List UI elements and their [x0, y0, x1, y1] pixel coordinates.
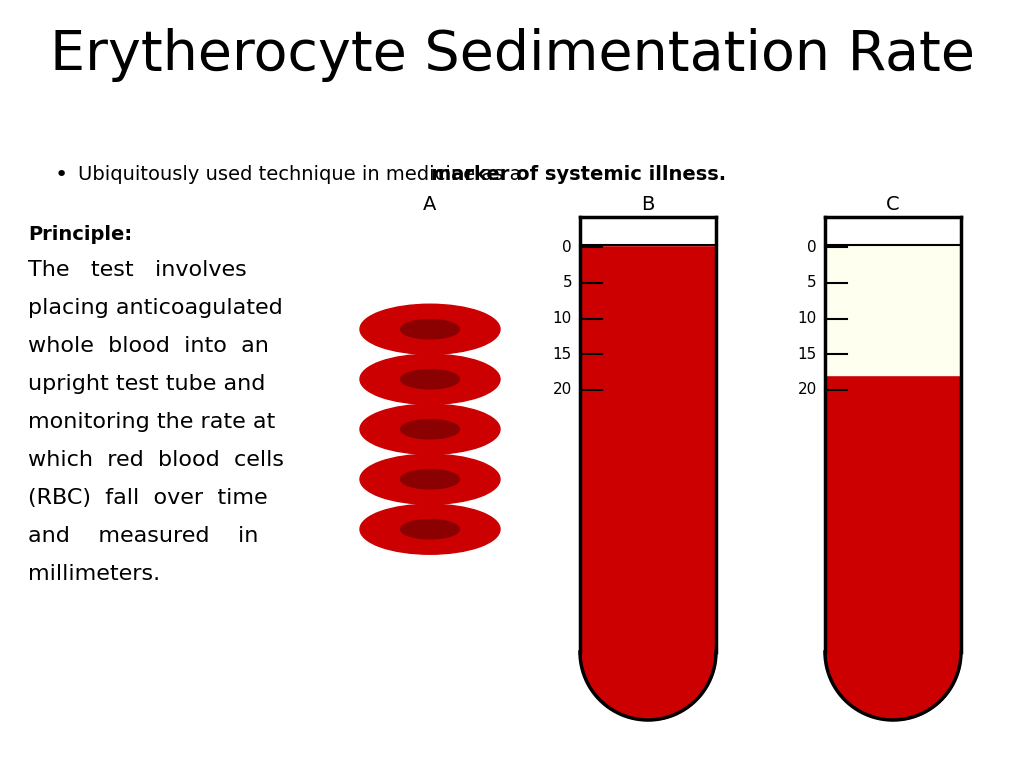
- Text: B: B: [641, 196, 654, 214]
- Text: Erytherocyte Sedimentation Rate: Erytherocyte Sedimentation Rate: [49, 28, 975, 82]
- Text: millimeters.: millimeters.: [28, 564, 160, 584]
- Text: which  red  blood  cells: which red blood cells: [28, 450, 284, 470]
- Bar: [825, 217, 961, 652]
- Text: (RBC)  fall  over  time: (RBC) fall over time: [28, 488, 267, 508]
- Bar: [580, 217, 716, 652]
- Bar: [825, 217, 961, 245]
- Text: The   test   involves: The test involves: [28, 260, 247, 280]
- Text: marker of systemic illness.: marker of systemic illness.: [431, 165, 726, 184]
- Text: 20: 20: [553, 382, 572, 398]
- Text: 5: 5: [807, 275, 817, 290]
- Ellipse shape: [400, 419, 460, 439]
- Text: 10: 10: [798, 311, 817, 326]
- Bar: [580, 217, 716, 245]
- Ellipse shape: [360, 454, 500, 505]
- Text: •: •: [55, 165, 69, 185]
- Text: 15: 15: [553, 346, 572, 362]
- Text: Ubiquitously used technique in medicine as a: Ubiquitously used technique in medicine …: [78, 165, 527, 184]
- Text: A: A: [423, 196, 436, 214]
- Polygon shape: [580, 652, 716, 720]
- Text: Principle:: Principle:: [28, 225, 132, 244]
- Text: 15: 15: [798, 346, 817, 362]
- Ellipse shape: [360, 505, 500, 554]
- Ellipse shape: [400, 469, 460, 489]
- Ellipse shape: [400, 369, 460, 389]
- Text: 20: 20: [798, 382, 817, 398]
- Ellipse shape: [400, 520, 460, 539]
- Bar: [825, 245, 961, 375]
- Text: and    measured    in: and measured in: [28, 526, 258, 546]
- Text: monitoring the rate at: monitoring the rate at: [28, 412, 275, 432]
- Text: 0: 0: [562, 240, 572, 254]
- Text: C: C: [886, 196, 900, 214]
- Text: 5: 5: [562, 275, 572, 290]
- Text: 0: 0: [807, 240, 817, 254]
- Ellipse shape: [360, 404, 500, 454]
- Text: 10: 10: [553, 311, 572, 326]
- Text: placing anticoagulated: placing anticoagulated: [28, 298, 283, 318]
- Text: upright test tube and: upright test tube and: [28, 374, 265, 394]
- Ellipse shape: [360, 354, 500, 404]
- Ellipse shape: [400, 319, 460, 339]
- Ellipse shape: [360, 304, 500, 354]
- Polygon shape: [825, 652, 961, 720]
- Text: whole  blood  into  an: whole blood into an: [28, 336, 269, 356]
